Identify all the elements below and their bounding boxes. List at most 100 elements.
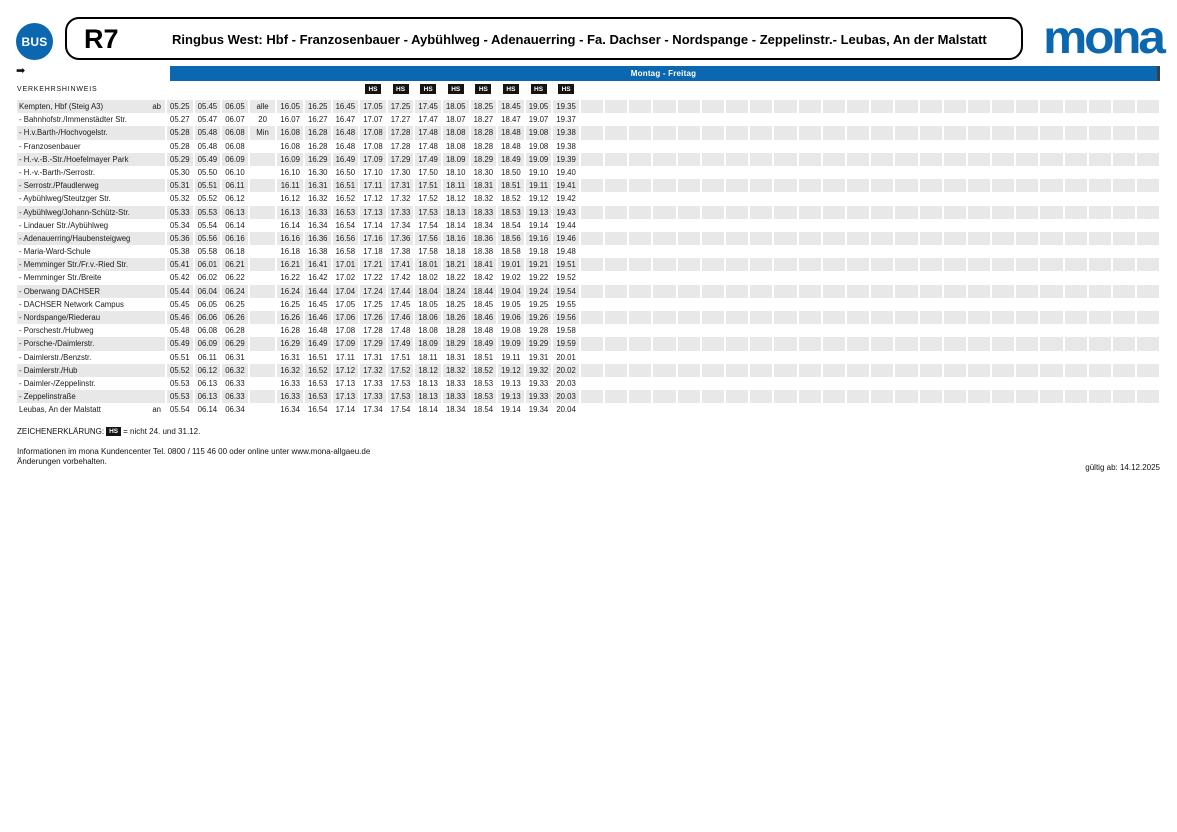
departure-arrival-tag: an <box>152 405 161 415</box>
time-cell: 05.34 <box>170 220 190 230</box>
empty-cell <box>1113 271 1135 284</box>
time-cell: 17.11 <box>335 352 355 362</box>
time-cell: 05.28 <box>170 141 190 151</box>
stop-name: - Serrostr./Pfaudlerweg <box>19 181 99 191</box>
empty-cell <box>992 351 1014 364</box>
time-cell: 18.53 <box>473 378 494 388</box>
empty-cell <box>726 363 749 377</box>
time-cell: 18.25 <box>445 299 466 309</box>
stop-row: - Lindauer Str./Aybühlweg <box>17 219 165 232</box>
time-cell: 16.29 <box>304 152 331 166</box>
time-cell: 18.36 <box>470 231 497 246</box>
timetable-grid: Kempten, Hbf (Steig A3) ab 05.25 05.45 06.05… <box>17 100 1160 417</box>
time-cell: 19.40 <box>556 167 576 177</box>
empty-cell <box>968 219 990 232</box>
empty-cell <box>967 284 991 298</box>
stop-name: - Porsche-/Daimlerstr. <box>19 339 95 349</box>
empty-cell <box>774 271 796 284</box>
empty-cell <box>726 337 749 351</box>
hs-badge: HS <box>420 84 437 94</box>
empty-cell <box>678 113 700 126</box>
time-cell: 18.07 <box>445 115 466 125</box>
empty-cell <box>629 363 652 377</box>
empty-cell <box>605 403 627 416</box>
footer-info: Informationen im mona Kundencenter Tel. … <box>17 447 370 466</box>
empty-cell <box>798 231 821 246</box>
time-cell: 18.10 <box>445 167 466 177</box>
time-cell: 17.14 <box>363 220 383 230</box>
empty-cell <box>678 271 700 284</box>
empty-cell <box>1016 390 1039 404</box>
empty-cell <box>1040 192 1062 205</box>
interval-note-cell <box>250 245 276 258</box>
empty-cell <box>1040 324 1062 337</box>
empty-cell <box>774 377 796 390</box>
empty-cell <box>774 205 797 219</box>
empty-cell <box>678 298 700 311</box>
empty-cell <box>750 363 773 377</box>
stop-name: - H.-v.-B.-Str./Hoefelmayer Park <box>19 154 129 164</box>
empty-cell <box>943 337 966 351</box>
time-cell: 18.14 <box>418 405 438 415</box>
time-cell: 18.08 <box>445 141 466 151</box>
time-cell: 05.33 <box>167 205 193 219</box>
empty-cell <box>871 205 894 219</box>
empty-cell <box>798 337 821 351</box>
time-cell: 06.18 <box>225 247 245 257</box>
empty-cell <box>605 140 627 153</box>
empty-cell <box>871 284 894 298</box>
empty-cell <box>1089 219 1111 232</box>
time-cell: 06.13 <box>222 205 248 219</box>
empty-cell <box>1088 311 1112 325</box>
empty-cell <box>871 245 893 258</box>
empty-cell <box>1064 311 1087 325</box>
time-cell: 17.31 <box>363 352 383 362</box>
empty-cell <box>1089 271 1111 284</box>
empty-cell <box>1088 100 1112 114</box>
empty-cell <box>871 219 893 232</box>
time-cell: 18.33 <box>470 205 497 219</box>
empty-cell <box>1113 284 1136 298</box>
empty-cell <box>702 403 724 416</box>
empty-cell <box>653 166 675 179</box>
empty-cell <box>992 140 1014 153</box>
empty-cell <box>992 403 1014 416</box>
time-cell: 19.34 <box>528 405 549 415</box>
time-cell: 05.52 <box>197 194 218 204</box>
empty-cell <box>1137 284 1160 298</box>
stop-row: - Aybühlweg/Steutzger Str. <box>17 192 165 205</box>
empty-cell <box>653 258 676 272</box>
empty-cell <box>822 363 845 377</box>
empty-cell <box>629 337 652 351</box>
empty-cell <box>822 337 845 351</box>
time-cell: 06.32 <box>222 363 248 377</box>
empty-cell <box>1016 152 1039 166</box>
time-cell: 16.51 <box>332 179 359 193</box>
empty-cell <box>750 298 772 311</box>
empty-cell <box>1137 311 1160 325</box>
time-cell: 18.12 <box>445 194 466 204</box>
stop-name: - Daimlerstr./Hub <box>19 365 78 375</box>
departure-arrival-tag: ab <box>152 102 161 111</box>
time-cell: 19.14 <box>528 220 549 230</box>
time-cell: 06.07 <box>225 115 245 125</box>
stop-row: - Daimlerstr./Hub <box>17 363 165 377</box>
empty-cell <box>1040 100 1063 114</box>
time-cell: 19.07 <box>528 115 549 125</box>
stop-name: - H.-v.-Barth-/Serrostr. <box>19 167 96 177</box>
hs-column-header: HS <box>498 84 524 96</box>
time-cell: 05.44 <box>167 284 193 298</box>
time-cell: 17.45 <box>390 299 411 309</box>
stop-row: - Nordspange/Riederau <box>17 311 165 325</box>
time-cell: 18.29 <box>442 337 469 351</box>
time-cell: 16.58 <box>335 247 356 257</box>
empty-cell <box>1040 351 1062 364</box>
empty-cell <box>799 192 821 205</box>
empty-cell <box>798 311 821 325</box>
empty-cell <box>1089 166 1111 179</box>
empty-cell <box>846 284 870 298</box>
empty-cell <box>581 377 603 390</box>
empty-cell <box>1065 298 1087 311</box>
time-cell: 20.02 <box>553 363 579 377</box>
interval-note-cell: alle <box>249 100 276 114</box>
